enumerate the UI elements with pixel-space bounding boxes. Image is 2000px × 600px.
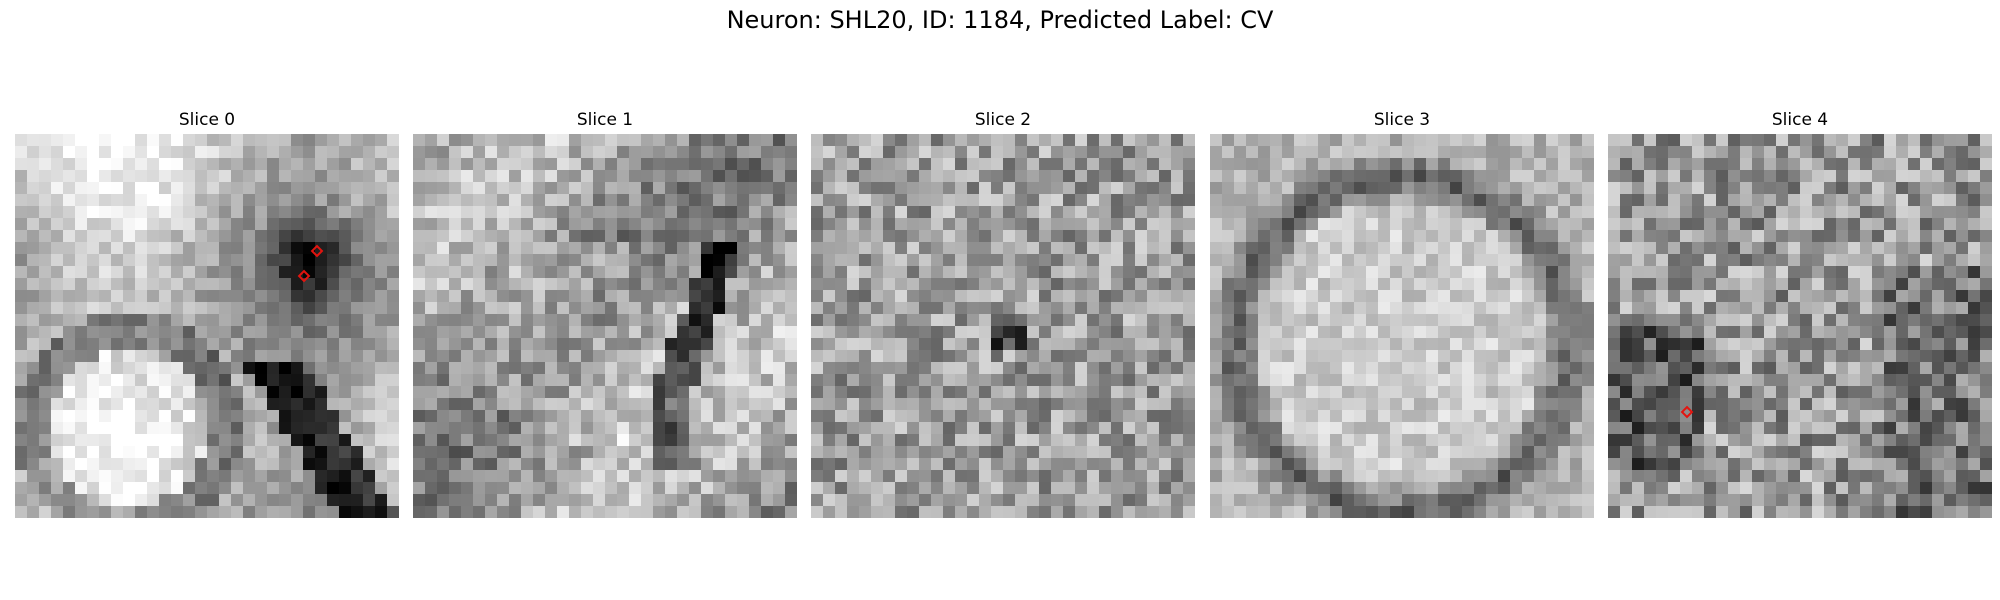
slice-image-4 [1608,134,1992,518]
slice-image-3 [1210,134,1594,518]
slice-title-3: Slice 3 [1373,110,1431,130]
slice-panel-3: Slice 3 [1210,108,1594,518]
slice-image-0 [15,134,399,518]
slice-panel-0: Slice 0 [15,108,399,518]
slice-panel-1: Slice 1 [413,108,797,518]
slice-image-2 [811,134,1195,518]
slice-panel-4: Slice 4 [1608,108,1992,518]
slice-image-1 [413,134,797,518]
slice-title-0: Slice 0 [178,110,236,130]
slice-title-1: Slice 1 [576,110,634,130]
figure-title: Neuron: SHL20, ID: 1184, Predicted Label… [726,6,1274,34]
slice-title-4: Slice 4 [1771,110,1829,130]
slice-panel-2: Slice 2 [811,108,1195,518]
slice-title-2: Slice 2 [974,110,1032,130]
